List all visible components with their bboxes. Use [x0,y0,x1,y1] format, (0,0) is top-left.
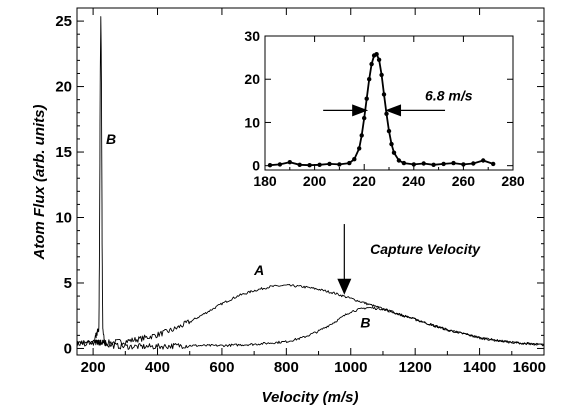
main-axis-ticks [77,8,545,355]
inset-data-point [451,160,456,166]
inset-data-point [374,52,379,57]
inset-data-point [411,162,416,167]
inset-data-point [376,57,382,62]
inset-x-tick-label: 220 [353,173,377,189]
main-plot-frame [76,7,545,356]
inset-data-point [381,92,387,97]
x-tick-label: 1400 [463,359,496,376]
fwhm-label: 6.8 m/s [425,87,473,103]
inset-data-point [347,160,352,166]
x-tick-label: 400 [145,359,170,376]
inset-x-tick-label: 240 [402,173,426,189]
x-tick-label: 1600 [513,359,546,376]
inset-data-point [317,162,322,167]
y-tick-label: 0 [64,340,72,357]
inset-data-point [367,77,372,82]
main-series-lines [76,16,545,350]
inset-data-point [352,157,357,162]
inset-x-tick-label: 180 [253,173,277,189]
inset-data-point [491,161,496,167]
y-tick-label: 10 [55,210,72,227]
inset-data-point [386,128,392,134]
inset-y-tick-label: 20 [244,71,260,87]
x-axis-label: Velocity (m/s) [262,389,359,406]
x-tick-label: 1000 [334,359,367,376]
annotation-label: B [106,131,116,147]
inset-data-point [391,150,397,155]
y-axis-label: Atom Flux (arb. units) [31,105,48,261]
inset-data-point [369,61,374,67]
main-annotations: A B B Capture Velocity [106,131,481,330]
x-tick-label: 600 [209,359,234,376]
fwhm-right-arrow-head [385,104,402,117]
inset-data-point [364,96,369,101]
inset-data-point [362,115,367,121]
inset-data-point [379,72,384,78]
inset-data-point [307,163,312,168]
inset-data-point [471,161,476,166]
inset-series-line [267,52,496,168]
series-line-B [76,16,545,350]
inset-data-point [401,160,407,166]
inset-data-point [357,146,362,151]
y-tick-label: 5 [64,275,72,292]
capture-velocity-arrow-head [337,278,352,295]
series-line-A [76,284,544,347]
inset-data-point [359,133,364,138]
inset-x-tick-label: 200 [303,173,327,189]
fwhm-left-arrow-head [352,104,369,117]
inset-data-point [327,161,332,167]
x-tick-label: 200 [81,359,106,376]
inset-data-point [421,161,426,166]
inset-data-point [267,163,273,168]
y-tick-label: 25 [55,13,72,30]
inset-data-point [337,162,342,167]
inset-x-tick-label: 260 [452,173,476,189]
inset-fwhm-marker: 6.8 m/s [323,87,473,117]
inset-data-point [277,162,283,167]
inset-data-point [384,111,389,117]
inset-y-tick-label: 0 [252,158,260,174]
inset-y-tick-label: 30 [244,28,260,44]
inset-data-point [287,160,292,165]
inset-tick-labels: 180 200 220 240 260 280 0 10 20 30 [244,28,524,189]
inset-data-point [481,158,486,163]
inset-x-tick-label: 280 [501,173,525,189]
y-tick-label: 20 [55,79,72,96]
inset-data-point [396,158,402,163]
annotation-label: Capture Velocity [370,241,481,257]
y-tick-label: 15 [55,144,72,161]
annotation-label: B [360,315,370,331]
inset-background [236,31,522,172]
x-tick-label: 800 [274,359,299,376]
inset-data-point [431,162,436,167]
annotation-label: A [253,262,264,278]
x-tick-label: 1200 [398,359,431,376]
inset-y-tick-label: 10 [244,114,260,130]
inset-data-point [389,141,394,147]
inset-data-point [441,161,446,167]
inset-data-point [461,162,466,167]
inset-data-point [297,162,302,167]
